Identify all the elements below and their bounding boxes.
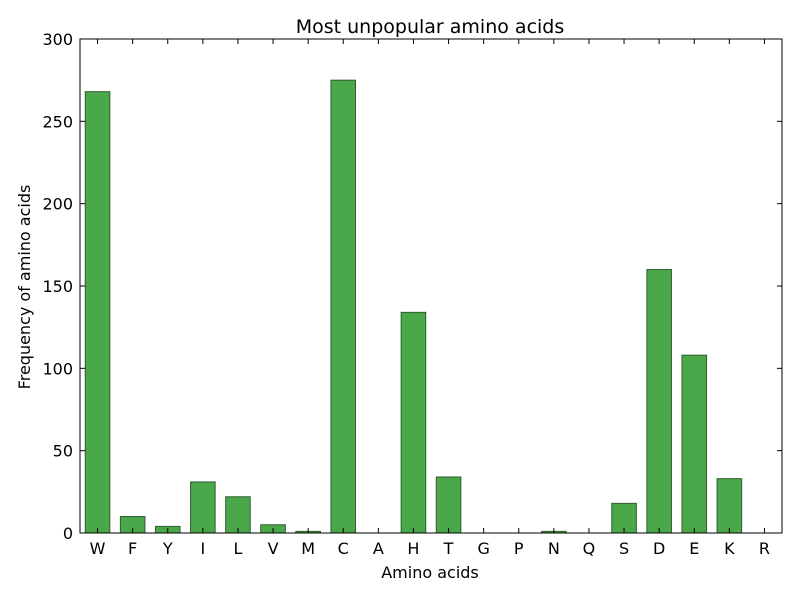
bar-C xyxy=(330,79,357,534)
y-axis-label: Frequency of amino acids xyxy=(15,185,34,390)
x-tick-label-L: L xyxy=(233,539,242,558)
x-tick-label-D: D xyxy=(653,539,665,558)
y-tick-label-250: 250 xyxy=(42,112,73,131)
x-tick-label-P: P xyxy=(514,539,524,558)
y-axis: 0 50 100 150 200 250 300 xyxy=(42,30,782,543)
x-tick-label-M: M xyxy=(301,539,315,558)
x-tick-label-T: T xyxy=(443,539,454,558)
y-tick-label-200: 200 xyxy=(42,195,73,214)
x-tick-label-Y: Y xyxy=(162,539,173,558)
bar-T xyxy=(435,476,462,534)
x-tick-label-Q: Q xyxy=(583,539,596,558)
x-tick-label-F: F xyxy=(128,539,137,558)
bar-H xyxy=(400,311,427,534)
x-tick-label-C: C xyxy=(338,539,349,558)
x-tick-label-W: W xyxy=(90,539,106,558)
chart-title: Most unpopular amino acids xyxy=(296,16,565,38)
y-tick-label-300: 300 xyxy=(42,30,73,49)
bar-I xyxy=(190,481,216,534)
y-tick-label-150: 150 xyxy=(42,277,73,296)
bar-K xyxy=(716,478,743,534)
bar-L xyxy=(225,496,251,534)
bar-W xyxy=(84,91,111,534)
x-tick-label-G: G xyxy=(477,539,489,558)
x-axis-label: Amino acids xyxy=(381,563,479,582)
y-tick-label-50: 50 xyxy=(53,442,73,461)
x-tick-label-A: A xyxy=(373,539,384,558)
y-tick-label-100: 100 xyxy=(42,359,73,378)
bars-group xyxy=(84,79,743,534)
x-tick-label-V: V xyxy=(268,539,279,558)
bar-E xyxy=(681,354,708,534)
x-tick-label-H: H xyxy=(407,539,419,558)
x-tick-label-K: K xyxy=(724,539,735,558)
plot-frame xyxy=(79,38,783,534)
x-tick-label-S: S xyxy=(619,539,629,558)
x-tick-label-I: I xyxy=(200,539,205,558)
y-tick-label-0: 0 xyxy=(63,524,73,543)
x-tick-label-N: N xyxy=(548,539,560,558)
bar-D xyxy=(646,269,672,534)
x-tick-label-R: R xyxy=(759,539,770,558)
x-tick-label-E: E xyxy=(689,539,699,558)
